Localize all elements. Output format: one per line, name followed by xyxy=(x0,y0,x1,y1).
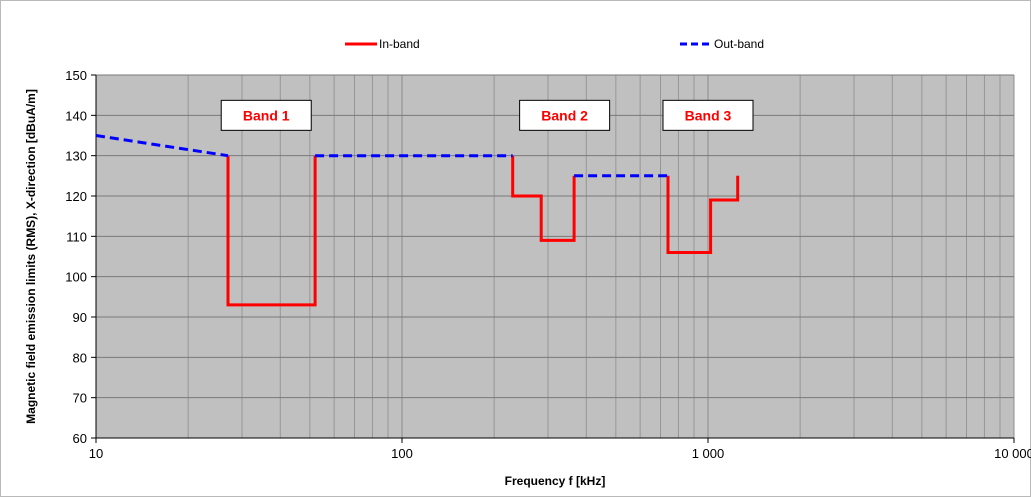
y-tick-label: 70 xyxy=(73,391,87,406)
series-lines xyxy=(95,134,740,307)
y-tick-label: 90 xyxy=(73,310,87,325)
x-tick-label: 10 xyxy=(89,446,103,461)
y-tick-label: 100 xyxy=(65,270,87,285)
axes: 60 70 80 90 100 110 120 130 140 150 10 100 1 000 10 0… xyxy=(65,68,1031,461)
band-label: Band 2 xyxy=(541,107,588,123)
band-label-box xyxy=(519,99,611,131)
band-label-box xyxy=(220,99,312,131)
out-band-series-line xyxy=(95,134,229,158)
y-tick-label: 120 xyxy=(65,189,87,204)
y-tick-label: 80 xyxy=(73,350,87,365)
band-label: Band 1 xyxy=(243,107,290,123)
y-tick-label: 60 xyxy=(73,431,87,446)
x-tick-label: 1 000 xyxy=(692,446,725,461)
grid-lines xyxy=(95,74,1015,439)
y-axis-title: Magnetic field emission limits (RMS), X-… xyxy=(24,89,38,424)
plot-area xyxy=(96,75,1014,438)
legend-entry-label: In-band xyxy=(379,37,420,51)
in-band-series-line xyxy=(666,175,740,254)
x-axis-title: Frequency f [kHz] xyxy=(505,474,606,488)
legend: In-band Out-band xyxy=(345,37,764,51)
band-annotations: Band 1 Band 2 Band 3 xyxy=(220,99,754,131)
y-tick-label: 150 xyxy=(65,68,87,83)
y-tick-label: 110 xyxy=(66,229,87,244)
x-tick-label: 100 xyxy=(391,446,413,461)
in-band-series-line xyxy=(226,155,317,307)
x-tick-label: 10 000 xyxy=(994,446,1031,461)
band-label: Band 3 xyxy=(685,107,732,123)
y-tick-label: 140 xyxy=(65,108,87,123)
in-band-series-line xyxy=(511,155,576,242)
y-tick-label: 130 xyxy=(65,149,87,164)
band-label-box xyxy=(662,99,754,131)
legend-entry-label: Out-band xyxy=(714,37,764,51)
